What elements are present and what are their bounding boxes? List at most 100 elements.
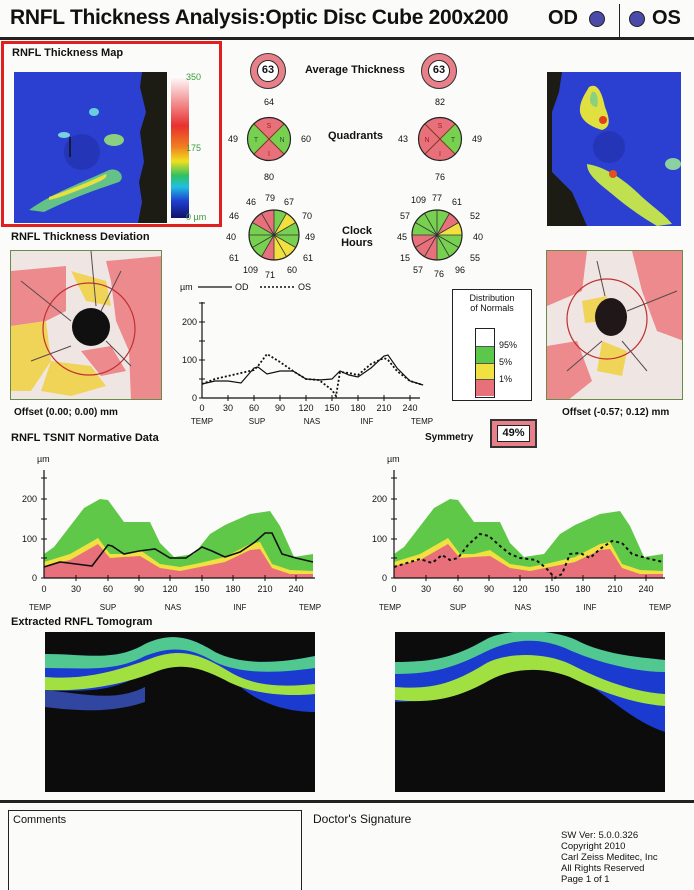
x-tick: 240 xyxy=(638,584,653,594)
od-quadrants-chart: S T N I xyxy=(246,108,292,175)
x-tick: 90 xyxy=(484,584,494,594)
x-region: TEMP xyxy=(299,603,321,612)
od-tsnit-chart: µm 0 100 200 0 30 60 90 120 150 180 210 … xyxy=(0,450,340,615)
os-clock-hours xyxy=(382,190,492,280)
company: Carl Zeiss Meditec, Inc xyxy=(561,852,658,863)
x-tick: 90 xyxy=(275,403,285,413)
tsnit-unit: µm xyxy=(37,454,50,464)
x-region: INF xyxy=(361,417,374,426)
scale-min: 0 µm xyxy=(186,212,207,222)
x-tick: 30 xyxy=(421,584,431,594)
os-quadrants-chart: S N T I xyxy=(417,108,463,175)
deviation-label: RNFL Thickness Deviation xyxy=(11,231,150,243)
x-region: SUP xyxy=(249,417,265,426)
scale-mid: 175 xyxy=(186,143,202,153)
tsnit-title: RNFL TSNIT Normative Data xyxy=(11,432,159,444)
x-tick: 150 xyxy=(544,584,559,594)
rights: All Rights Reserved xyxy=(561,863,645,874)
x-tick: 180 xyxy=(350,403,365,413)
x-region: SUP xyxy=(450,603,466,612)
od-clock-9: 40 xyxy=(226,232,237,242)
os-clock-8: 15 xyxy=(400,253,411,263)
od-clock-3: 49 xyxy=(305,232,316,242)
x-region: INF xyxy=(234,603,247,612)
od-tomogram xyxy=(45,632,315,792)
copyright: Copyright 2010 xyxy=(561,841,626,852)
svg-text:I: I xyxy=(439,151,441,158)
x-tick: 150 xyxy=(324,403,339,413)
os-quadrant-i-value: 76 xyxy=(435,172,446,182)
tomogram-title: Extracted RNFL Tomogram xyxy=(11,616,153,628)
y-tick: 200 xyxy=(182,317,197,327)
symmetry-label: Symmetry xyxy=(425,432,474,443)
od-clock-7: 109 xyxy=(243,265,259,275)
x-region: NAS xyxy=(165,603,181,612)
legend-title-line2: of Normals xyxy=(470,303,514,313)
footer-divider xyxy=(0,800,694,803)
x-tick: 210 xyxy=(257,584,272,594)
x-tick: 240 xyxy=(288,584,303,594)
od-offset: Offset (0.00; 0.00) mm xyxy=(14,407,118,418)
svg-text:N: N xyxy=(424,137,429,144)
x-tick: 30 xyxy=(71,584,81,594)
os-average-thickness: 63 xyxy=(421,53,457,89)
od-indicator-icon xyxy=(589,11,605,27)
average-thickness-label: Average Thickness xyxy=(305,64,405,76)
quadrants-label: Quadrants xyxy=(328,130,384,142)
os-clock-10: 57 xyxy=(400,211,411,221)
os-clock-7: 57 xyxy=(413,265,424,275)
header-bar xyxy=(0,0,694,40)
x-tick: 210 xyxy=(607,584,622,594)
os-deviation-map xyxy=(546,250,683,400)
legend-5: 5% xyxy=(499,357,513,367)
x-tick: 240 xyxy=(402,403,417,413)
legend-title: Distribution of Normals xyxy=(453,293,531,313)
od-legend-label: OD xyxy=(235,282,249,292)
svg-text:S: S xyxy=(267,123,272,130)
symmetry-value: 49% xyxy=(497,425,530,442)
os-quadrant-s-value: 82 xyxy=(435,97,446,107)
y-tick: 200 xyxy=(22,494,37,504)
legend-red-swatch xyxy=(476,380,494,396)
od-thickness-map xyxy=(14,72,167,223)
thickness-map-label: RNFL Thickness Map xyxy=(12,47,124,59)
x-tick: 120 xyxy=(298,403,313,413)
od-clock-10: 46 xyxy=(229,211,240,221)
y-tick: 0 xyxy=(192,393,197,403)
x-tick: 90 xyxy=(134,584,144,594)
clock-hours-label: Clock Hours xyxy=(340,225,374,249)
os-clock-12: 77 xyxy=(432,193,443,203)
comparison-unit-label: µm xyxy=(180,282,193,292)
svg-text:T: T xyxy=(254,137,259,144)
x-tick: 60 xyxy=(249,403,259,413)
x-region: TEMP xyxy=(411,417,433,426)
x-region: SUP xyxy=(100,603,116,612)
svg-text:N: N xyxy=(279,137,284,144)
os-label: OS xyxy=(652,7,681,29)
x-region: NAS xyxy=(304,417,320,426)
x-tick: 0 xyxy=(199,403,204,413)
os-clock-4: 55 xyxy=(470,253,481,263)
x-region: TEMP xyxy=(29,603,51,612)
os-quadrant-t-value: 49 xyxy=(472,134,483,144)
x-tick: 120 xyxy=(512,584,527,594)
x-region: TEMP xyxy=(649,603,671,612)
x-tick: 60 xyxy=(103,584,113,594)
legend-green-swatch xyxy=(476,347,494,364)
od-clock-2: 70 xyxy=(302,211,313,221)
x-region: TEMP xyxy=(191,417,213,426)
symmetry-box: 49% xyxy=(490,419,537,448)
od-average-value: 63 xyxy=(257,60,279,82)
od-average-thickness: 63 xyxy=(250,53,286,89)
od-clock-4: 61 xyxy=(303,253,314,263)
os-thickness-map xyxy=(547,72,681,226)
os-clock-6: 76 xyxy=(434,269,445,279)
comments-box[interactable]: Comments xyxy=(8,810,302,890)
clock-label-line1: Clock xyxy=(342,225,372,237)
od-os-comparison-chart: µm OD OS 0 100 200 0 30 60 90 120 150 18… xyxy=(170,278,440,433)
x-tick: 180 xyxy=(225,584,240,594)
x-tick: 120 xyxy=(162,584,177,594)
os-clock-2: 52 xyxy=(470,211,481,221)
legend-95: 95% xyxy=(499,340,518,350)
sw-version: SW Ver: 5.0.0.326 xyxy=(561,830,639,841)
